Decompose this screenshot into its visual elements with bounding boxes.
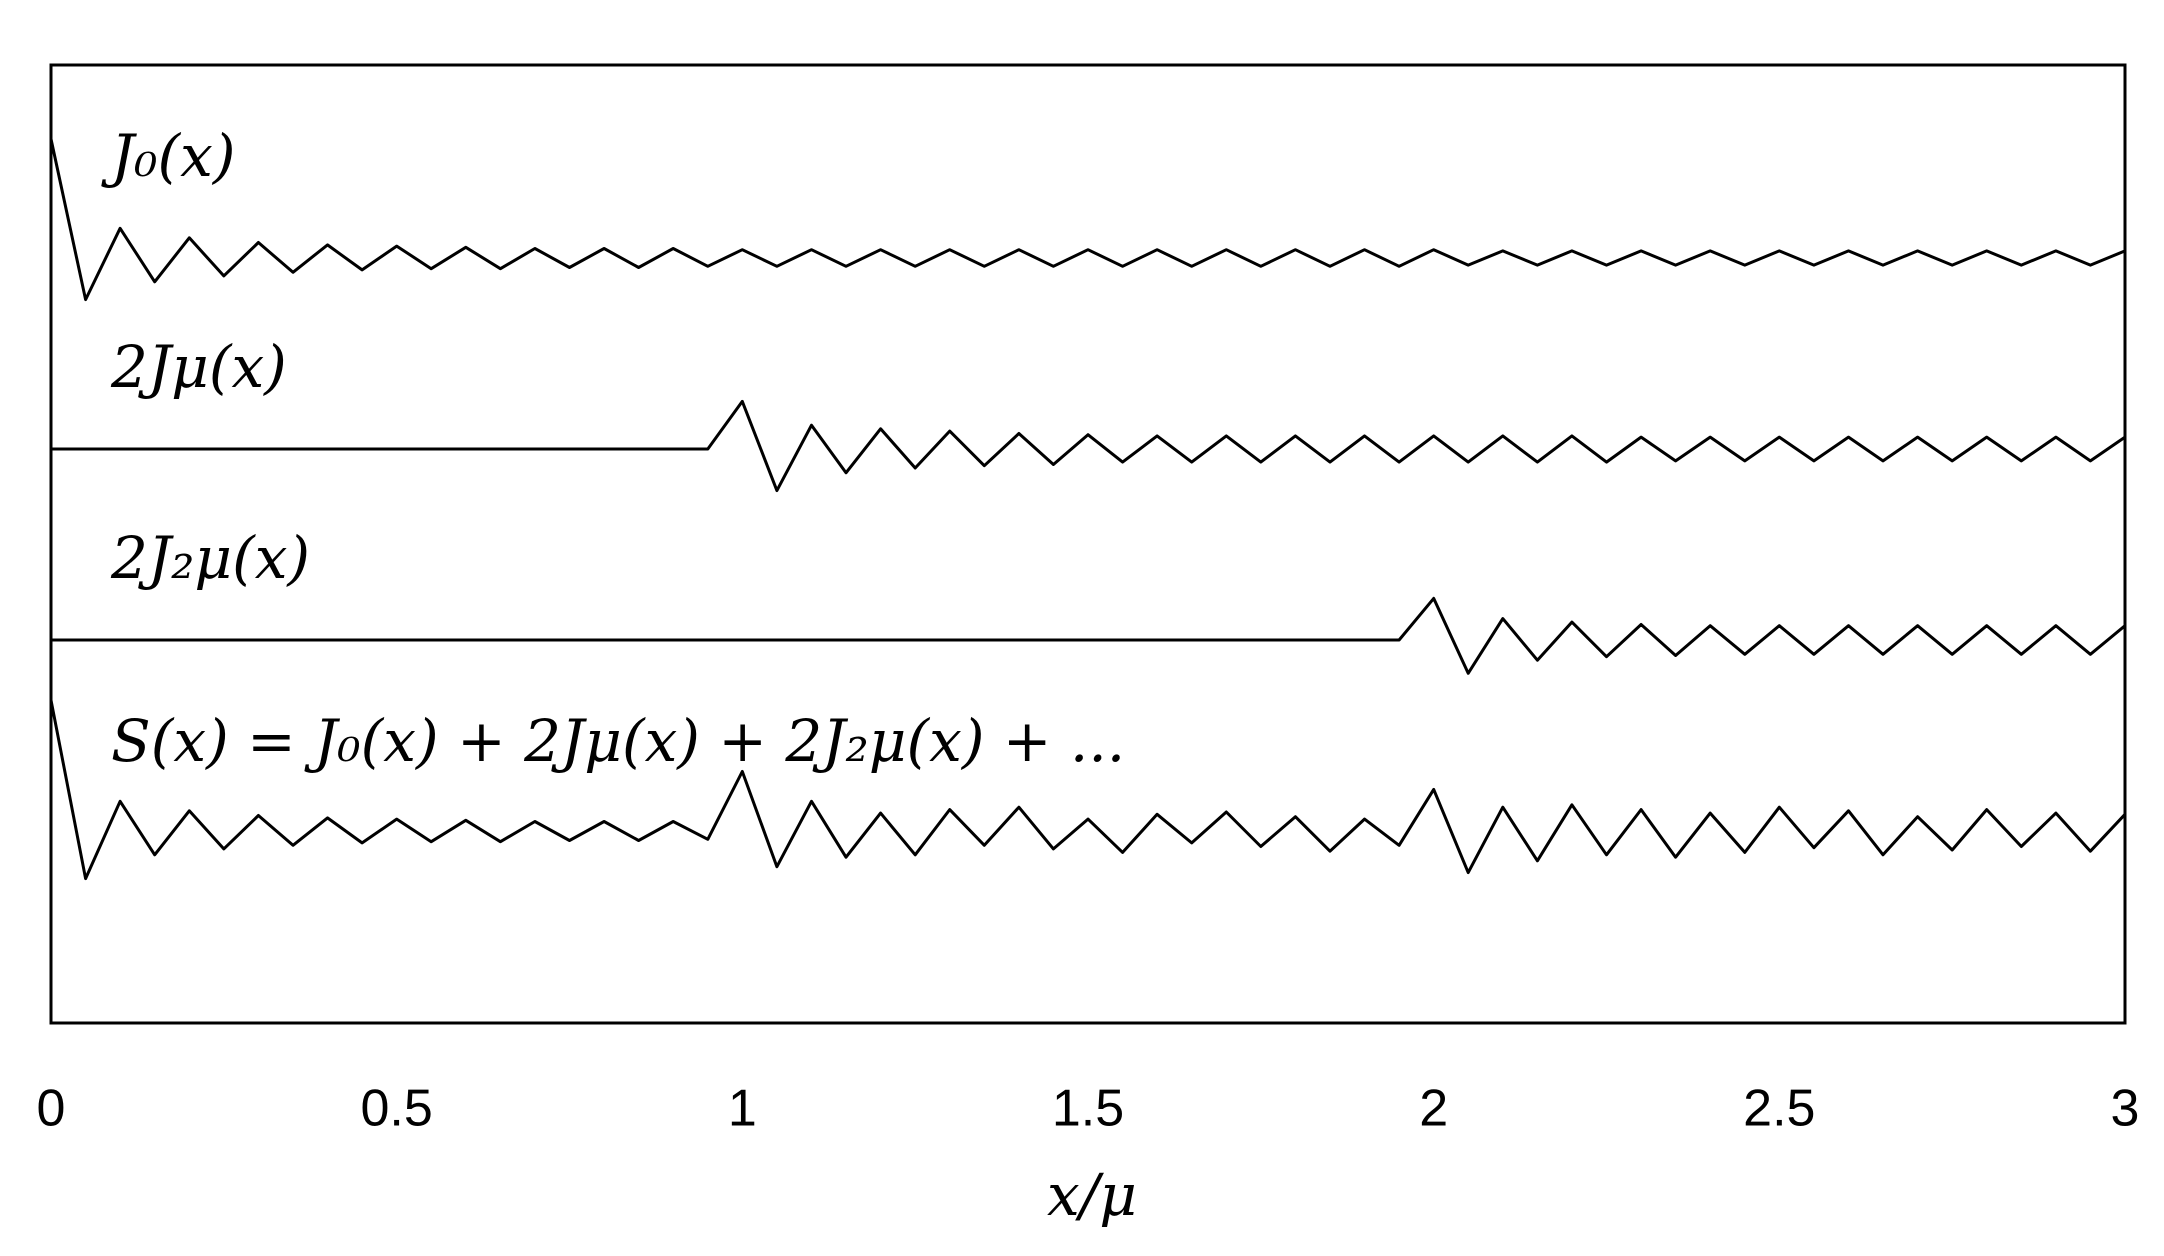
plot-frame: [49, 63, 2127, 1025]
x-tick-label: 2.5: [1743, 1080, 1815, 1138]
x-axis-label: x/μ: [1047, 1161, 1137, 1229]
series-line: [51, 399, 2126, 493]
x-tick-label: 1: [728, 1080, 757, 1138]
series-label: J₀(x): [101, 122, 235, 190]
series-line: [51, 596, 2126, 675]
x-tick-label: 3: [2111, 1080, 2140, 1138]
x-tick-label: 2: [1419, 1080, 1448, 1138]
x-tick-label: 1.5: [1052, 1080, 1124, 1138]
series-label: S(x) = J₀(x) + 2Jμ(x) + 2J₂μ(x) + ...: [111, 707, 1125, 775]
series-line: [49, 699, 2127, 881]
series-label: 2Jμ(x): [110, 333, 287, 401]
series-label: 2J₂μ(x): [110, 524, 310, 592]
x-tick-label: 0: [37, 1080, 66, 1138]
series-line: [49, 138, 2126, 302]
x-tick-label: 0.5: [361, 1080, 433, 1138]
